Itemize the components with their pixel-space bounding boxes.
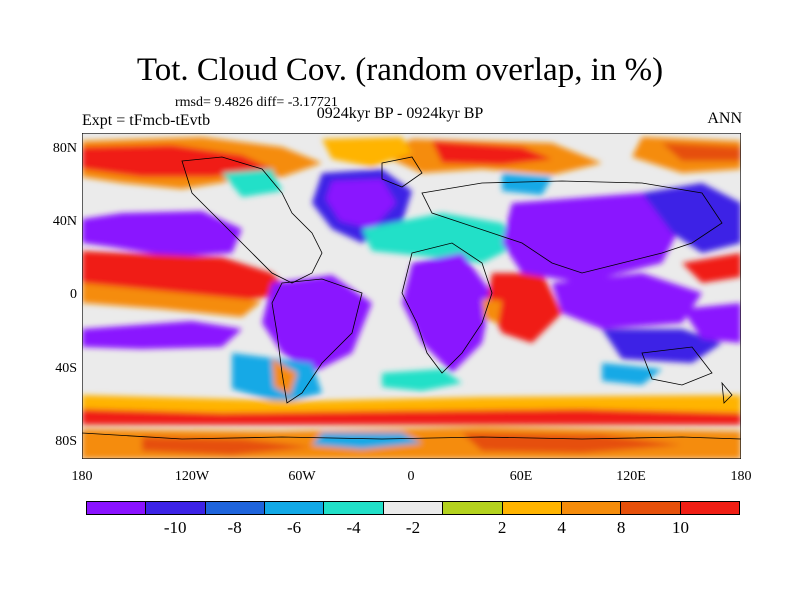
colorbar-segment [621,502,681,514]
lon-label-180e: 180 [730,469,752,484]
colorbar-label: -10 [163,518,187,537]
colorbar-label: -6 [286,518,302,537]
colorbar-segment [265,502,325,514]
lon-label-60e: 60E [509,469,533,484]
colorbar-segment [443,502,503,514]
lat-label-40n: 40N [52,214,77,229]
colorbar-segment [680,502,739,514]
experiment-label: Expt = tFmcb-tEvtb [82,112,211,129]
lon-label-180w: 180 [71,469,93,484]
colorbar-label: -8 [227,518,242,537]
season-label: ANN [707,110,742,127]
anomaly-field [82,137,741,459]
colorbar-label: 8 [616,518,626,537]
lon-label-0: 0 [407,469,415,484]
chart-title: Tot. Cloud Cov. (random overlap, in %) [136,52,664,88]
colorbar-label: 2 [497,518,507,537]
colorbar-segment [324,502,384,514]
colorbar-label: -4 [346,518,361,537]
colorbar-segment [87,502,147,514]
lon-label-120w: 120W [174,469,210,484]
colorbar-segment [146,502,206,514]
colorbar-segment [205,502,266,514]
lon-label-60w: 60W [288,469,316,484]
colorbar-segment [502,502,562,514]
lon-label-120e: 120E [616,469,646,484]
colorbar [86,501,740,515]
period-label: 0924kyr BP - 0924kyr BP [316,105,484,122]
lat-label-80s: 80S [55,434,77,449]
map-svg [82,133,741,459]
coastlines [82,156,741,440]
colorbar-label: -2 [405,518,421,537]
colorbar-label: 10 [672,518,690,537]
colorbar-label: 4 [557,518,566,537]
lat-label-40s: 40S [55,361,77,376]
cloud-cover-map [82,133,741,459]
colorbar-segment [561,502,622,514]
lat-label-80n: 80N [52,141,77,156]
colorbar-segment [383,502,444,514]
stats-line: rmsd= 9.4826 diff= -3.17721 [175,95,338,110]
lat-label-0: 0 [70,287,77,302]
